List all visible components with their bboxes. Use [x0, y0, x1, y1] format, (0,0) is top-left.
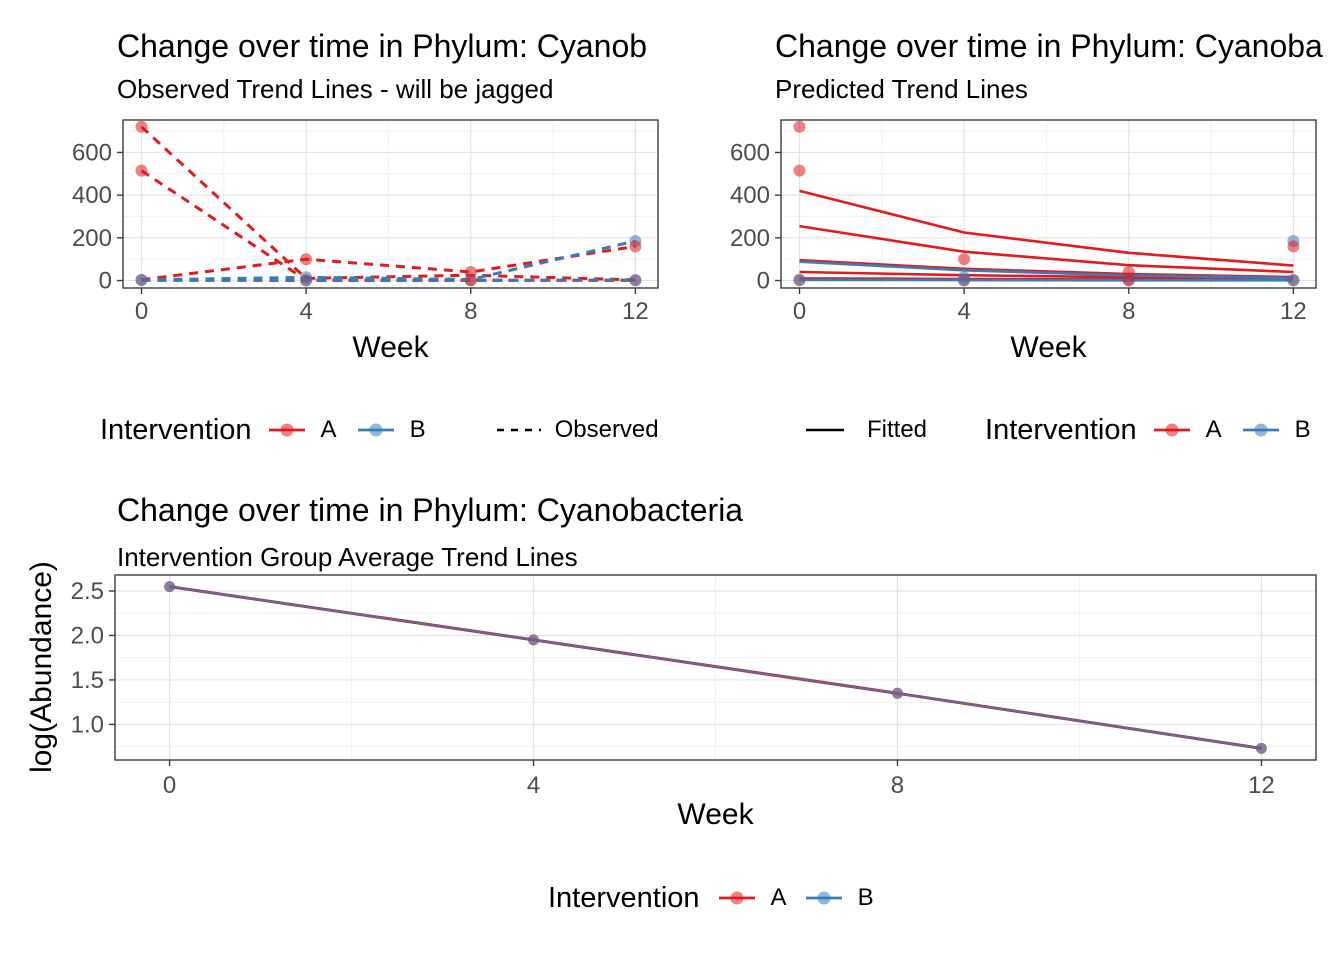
chart-title: Change over time in Phylum: Cyanobacteri…	[117, 492, 744, 528]
svg-text:2.5: 2.5	[71, 578, 104, 605]
legend-key-intervention-a-icon	[268, 423, 305, 437]
svg-text:12: 12	[1280, 298, 1307, 325]
svg-text:2.0: 2.0	[71, 622, 104, 649]
predicted-chart-legend: Fitted Intervention A B	[805, 411, 1311, 449]
y-axis-title: log(Abundance)	[25, 561, 58, 773]
legend-item-b: B	[1294, 416, 1311, 443]
legend-item-observed: Observed	[554, 416, 659, 443]
group-average-chart: Change over time in Phylum: Cyanobacteri…	[0, 460, 1344, 880]
x-axis-title: Week	[352, 331, 429, 364]
predicted-plot-area: 0 4 8 12 0 200 400 600	[730, 119, 1317, 325]
legend-key-intervention-a-icon	[1153, 423, 1190, 437]
observed-trend-chart: Change over time in Phylum: Cyanob Obser…	[0, 0, 672, 400]
chart-subtitle: Predicted Trend Lines	[775, 74, 1028, 104]
svg-text:8: 8	[464, 298, 477, 325]
svg-text:0: 0	[163, 772, 176, 799]
svg-text:8: 8	[1122, 298, 1135, 325]
svg-text:400: 400	[730, 182, 770, 209]
legend-key-intervention-b-icon	[357, 423, 394, 437]
legend-title: Intervention	[548, 881, 700, 914]
svg-text:12: 12	[1248, 772, 1275, 799]
svg-text:1.5: 1.5	[71, 667, 104, 694]
svg-text:400: 400	[72, 182, 112, 209]
legend-key-intervention-a-icon	[718, 891, 755, 905]
group-average-legend: Intervention A B	[548, 879, 874, 917]
svg-text:0: 0	[793, 298, 806, 325]
legend-title: Intervention	[100, 413, 252, 446]
svg-text:0: 0	[757, 268, 770, 295]
legend-item-b: B	[857, 884, 874, 911]
legend-key-intervention-b-icon	[805, 891, 842, 905]
legend-item-a: A	[770, 884, 787, 911]
x-axis-title: Week	[1010, 331, 1087, 364]
legend-item-a: A	[1205, 416, 1222, 443]
observed-plot-area: 0 4 8 12 0 200 400 600	[72, 119, 659, 325]
legend-key-fitted-linetype-icon	[806, 428, 844, 432]
svg-text:8: 8	[891, 772, 904, 799]
legend-item-fitted: Fitted	[867, 416, 928, 443]
chart-title: Change over time in Phylum: Cyanoba	[775, 28, 1323, 64]
legend-key-observed-linetype-icon	[496, 428, 541, 432]
svg-text:0: 0	[99, 268, 112, 295]
svg-text:0: 0	[135, 298, 148, 325]
chart-title: Change over time in Phylum: Cyanob	[117, 28, 648, 64]
predicted-trend-chart: Change over time in Phylum: Cyanoba Pred…	[672, 0, 1344, 400]
legend-item-a: A	[320, 416, 337, 443]
svg-text:600: 600	[730, 139, 770, 166]
svg-text:4: 4	[527, 772, 540, 799]
svg-text:4: 4	[299, 298, 312, 325]
observed-chart-legend: Intervention A B Observed	[100, 411, 659, 449]
svg-text:12: 12	[622, 298, 649, 325]
svg-text:1.0: 1.0	[71, 711, 104, 738]
legend-key-intervention-b-icon	[1242, 423, 1279, 437]
svg-text:600: 600	[72, 139, 112, 166]
svg-text:200: 200	[730, 225, 770, 252]
legend-title: Intervention	[985, 413, 1137, 446]
chart-subtitle: Observed Trend Lines - will be jagged	[117, 74, 554, 104]
svg-text:200: 200	[72, 225, 112, 252]
legend-item-b: B	[409, 416, 426, 443]
group-average-plot-area: 0 4 8 12 1.0 1.5 2.0 2.5	[71, 574, 1317, 799]
chart-subtitle: Intervention Group Average Trend Lines	[117, 542, 578, 572]
svg-text:4: 4	[957, 298, 970, 325]
x-axis-title: Week	[677, 798, 754, 831]
